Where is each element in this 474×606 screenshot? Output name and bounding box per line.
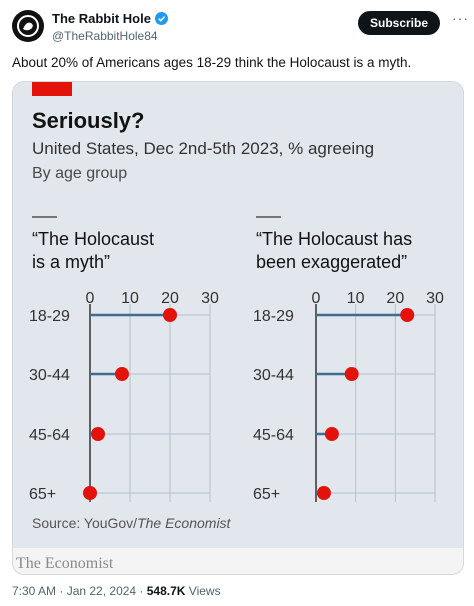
panel-1-tick-label: 30 <box>201 290 219 307</box>
panel-1-category-label: 30-44 <box>29 367 70 384</box>
panel-1-title-line-1: “The Holocaust <box>32 229 154 249</box>
panel-1-data-point <box>91 427 105 441</box>
economist-chart: Seriously? United States, Dec 2nd-5th 20… <box>13 82 463 574</box>
chart-source: Source: YouGov/The Economist <box>32 515 232 531</box>
chart-subtitle: United States, Dec 2nd-5th 2023, % agree… <box>32 139 374 158</box>
panel-2-data-point <box>400 308 415 322</box>
chart-subtitle-2: By age group <box>32 165 127 182</box>
tweet-text: About 20% of Americans ages 18-29 think … <box>12 55 412 70</box>
brand-strip <box>13 548 463 574</box>
panel-2-category-label: 18-29 <box>253 308 294 325</box>
chart-title: Seriously? <box>32 108 144 133</box>
red-accent-bar <box>32 82 72 96</box>
panel-2-data-point <box>344 367 359 381</box>
panel-1-data-point <box>115 367 129 381</box>
author-name[interactable]: The Rabbit Hole <box>52 11 151 26</box>
author-row: The Rabbit Hole <box>52 11 168 26</box>
panel-1-tick-label: 10 <box>121 290 139 307</box>
panel-2-title-line-2: been exaggerated” <box>256 252 407 272</box>
economist-brand: The Economist <box>16 555 114 572</box>
avatar[interactable] <box>12 10 44 42</box>
panel-2-tick-label: 10 <box>347 290 365 307</box>
panel-1-category-label: 65+ <box>29 486 56 503</box>
panel-1-category-label: 45-64 <box>29 427 70 444</box>
tweet-footer: 7:30 AM · Jan 22, 2024 · 548.7K Views <box>12 584 221 598</box>
panel-1-data-point <box>163 308 177 322</box>
tweet-time[interactable]: 7:30 AM · Jan 22, 2024 · <box>12 584 147 598</box>
panel-1-category-label: 18-29 <box>29 308 70 325</box>
panel-1-tick-label: 0 <box>86 290 95 307</box>
panel-2-title-line-1: “The Holocaust has <box>256 229 412 249</box>
verified-badge-icon <box>154 12 168 25</box>
panel-2-tick-label: 20 <box>386 290 404 307</box>
panel-2-data-point <box>316 486 331 500</box>
panel-2-category-label: 65+ <box>253 486 280 503</box>
subscribe-button[interactable]: Subscribe <box>358 11 440 35</box>
chart-panels: “The Holocaust is a myth” 0 10 20 30 18-29 30-4… <box>29 216 444 503</box>
panel-1-tick-label: 20 <box>161 290 179 307</box>
source-italic: The Economist <box>137 515 231 531</box>
panel-2-category-label: 45-64 <box>253 427 294 444</box>
views-count: 548.7K <box>146 584 186 598</box>
panel-2-tick-label: 0 <box>312 290 321 307</box>
panel-2-tick-label: 30 <box>426 290 444 307</box>
source-prefix: Source: YouGov/ <box>32 515 137 531</box>
panel-2-data-point <box>324 427 339 441</box>
panel-1-title-line-2: is a myth” <box>32 252 110 272</box>
panel-2-category-label: 30-44 <box>253 367 294 384</box>
tweet-media[interactable]: Seriously? United States, Dec 2nd-5th 20… <box>12 81 464 575</box>
more-options-icon[interactable]: ··· <box>452 10 469 26</box>
panel-1-data-point <box>83 486 97 500</box>
rabbit-logo-icon <box>17 15 39 37</box>
views-label: Views <box>185 584 221 598</box>
author-handle[interactable]: @TheRabbitHole84 <box>52 29 158 43</box>
